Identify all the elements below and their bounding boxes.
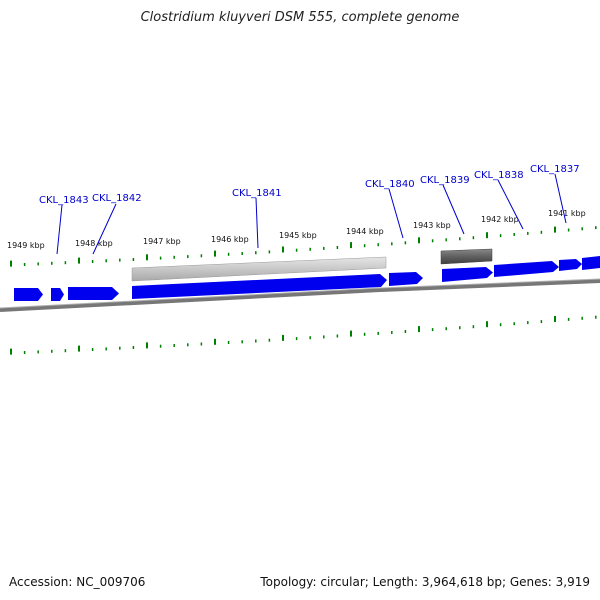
- kbp-label: 1948 kbp: [75, 239, 113, 248]
- gene-label[interactable]: CKL_1840: [365, 179, 415, 190]
- outer-tick-scale: [10, 226, 597, 267]
- genome-stats-text: Topology: circular; Length: 3,964,618 bp…: [260, 575, 590, 589]
- kbp-labels: 1949 kbp 1948 kbp 1947 kbp 1946 kbp 1945…: [7, 209, 586, 250]
- kbp-label: 1944 kbp: [346, 227, 384, 236]
- gene-arrow[interactable]: [559, 259, 582, 271]
- leader-line: [554, 173, 567, 224]
- gene-label[interactable]: CKL_1838: [474, 170, 524, 181]
- kbp-label: 1946 kbp: [211, 235, 249, 244]
- gene-label[interactable]: CKL_1841: [232, 188, 282, 199]
- gene-arrow[interactable]: [14, 288, 43, 301]
- kbp-label: 1943 kbp: [413, 221, 451, 230]
- gene-arrow[interactable]: [132, 274, 387, 299]
- leader-line: [442, 184, 465, 235]
- leader-line: [497, 179, 524, 230]
- genome-title: Clostridium kluyveri DSM 555, complete g…: [140, 10, 460, 25]
- gene-arrow[interactable]: [68, 287, 119, 300]
- genome-backbone: [0, 279, 600, 312]
- gene-arrow[interactable]: [51, 288, 64, 301]
- gene-track: [14, 256, 600, 301]
- leader-line: [255, 197, 259, 249]
- kbp-label: 1941 kbp: [548, 209, 586, 218]
- kbp-label: 1949 kbp: [7, 241, 45, 250]
- gene-arrow[interactable]: [494, 261, 559, 277]
- leader-line: [92, 203, 117, 255]
- region-light[interactable]: [131, 256, 387, 282]
- gene-arrow[interactable]: [389, 272, 423, 286]
- gene-label[interactable]: CKL_1837: [530, 164, 580, 175]
- region-dark[interactable]: [440, 248, 493, 265]
- gene-arrow[interactable]: [582, 256, 600, 270]
- gene-label[interactable]: CKL_1843: [39, 195, 89, 206]
- kbp-label: 1947 kbp: [143, 237, 181, 246]
- accession-text: Accession: NC_009706: [9, 575, 146, 589]
- gene-label-leaders: [56, 173, 567, 255]
- leader-line: [56, 204, 63, 255]
- kbp-label: 1942 kbp: [481, 215, 519, 224]
- gene-label[interactable]: CKL_1842: [92, 193, 142, 204]
- inner-tick-scale: [10, 315, 597, 355]
- genome-backbone-highlight: [0, 278, 600, 309]
- gene-arrow[interactable]: [442, 267, 493, 282]
- kbp-label: 1945 kbp: [279, 231, 317, 240]
- gene-labels: CKL_1843 CKL_1842 CKL_1841 CKL_1840 CKL_…: [39, 164, 580, 206]
- leader-line: [388, 188, 404, 239]
- gene-label[interactable]: CKL_1839: [420, 175, 470, 186]
